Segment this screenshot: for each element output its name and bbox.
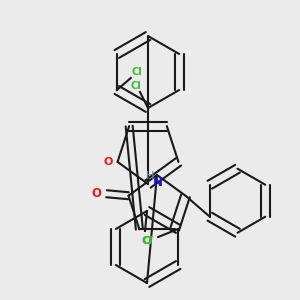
Text: Cl: Cl [143,236,154,246]
Text: H: H [146,171,154,181]
Text: O: O [104,157,113,167]
Text: Cl: Cl [131,67,142,77]
Text: N: N [153,176,163,190]
Text: Cl: Cl [142,236,152,246]
Text: Cl: Cl [130,81,141,91]
Text: O: O [92,187,101,200]
